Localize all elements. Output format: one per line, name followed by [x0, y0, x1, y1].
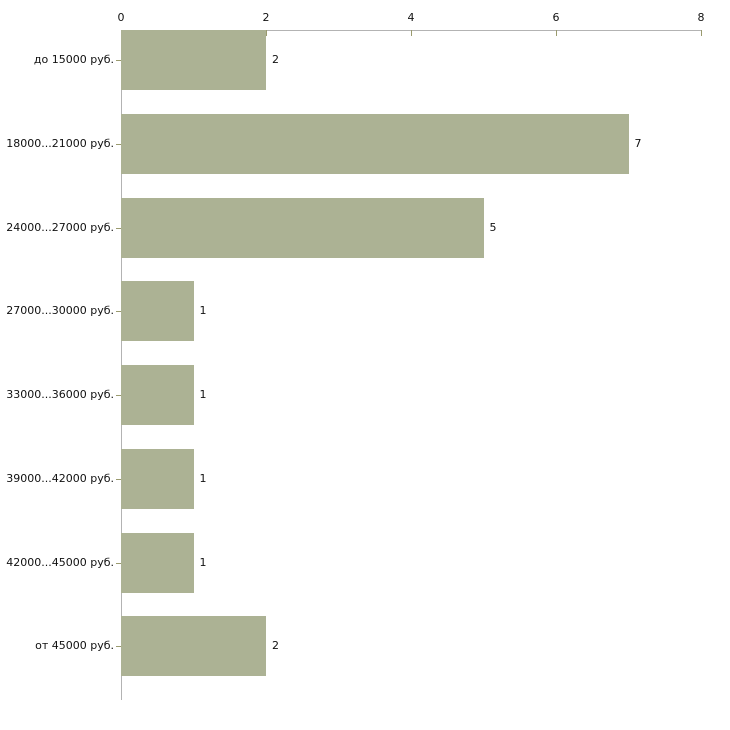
bar-row[interactable]: 2: [121, 616, 701, 677]
category-label: 33000...36000 руб.: [6, 388, 114, 401]
bar-row[interactable]: 5: [121, 197, 701, 258]
y-axis-tick: [116, 562, 121, 564]
x-axis-tick-label: 8: [697, 11, 705, 24]
category-label: 27000...30000 руб.: [6, 304, 114, 318]
bar-value-label: 1: [199, 304, 207, 318]
bar-row[interactable]: 2: [121, 30, 701, 90]
y-axis-tick: [116, 311, 121, 313]
bar-value-label: 7: [634, 136, 642, 150]
bar-value-label: 5: [489, 220, 497, 234]
category-label: от 45000 руб.: [35, 639, 114, 653]
bar[interactable]: [121, 30, 266, 90]
bar-value-label: 2: [272, 639, 279, 653]
category-label: 24000...27000 руб.: [6, 220, 114, 234]
x-axis-tick: [411, 30, 412, 36]
bar-row[interactable]: 1: [121, 532, 701, 593]
category-label: 39000...42000 руб.: [6, 471, 114, 485]
x-axis-tick-label: 6: [552, 11, 560, 24]
y-axis-tick: [116, 227, 121, 229]
category-label: 18000...21000 руб.: [6, 136, 114, 150]
bar[interactable]: [121, 365, 194, 425]
bar-row[interactable]: 1: [121, 365, 701, 425]
bar[interactable]: [121, 281, 194, 342]
y-axis-tick: [116, 60, 121, 61]
bar-value-label: 1: [199, 471, 207, 485]
y-axis-tick: [116, 143, 121, 145]
x-axis-tick-label: 4: [407, 11, 415, 24]
bar[interactable]: [121, 616, 266, 677]
category-label: 42000...45000 руб.: [6, 555, 114, 569]
x-axis-tick-label: 2: [262, 11, 270, 24]
x-axis-tick: [701, 30, 702, 36]
bar-row[interactable]: 1: [121, 281, 701, 342]
bar[interactable]: [121, 448, 194, 509]
bar[interactable]: [121, 197, 484, 258]
bar-row[interactable]: 1: [121, 448, 701, 509]
bar[interactable]: [121, 113, 629, 174]
x-axis-tick: [266, 30, 267, 36]
y-axis-tick: [116, 395, 121, 396]
bar-value-label: 2: [272, 53, 279, 66]
category-label: до 15000 руб.: [33, 53, 114, 66]
x-axis-tick-label: 0: [117, 11, 125, 24]
x-axis-tick: [556, 30, 557, 36]
y-axis-tick: [116, 478, 121, 480]
plot-area: 2 7 5 1 1 1 1 2: [121, 30, 701, 700]
y-axis-tick: [116, 646, 121, 648]
bar-value-label: 1: [199, 388, 207, 401]
bar-value-label: 1: [199, 555, 207, 569]
bar[interactable]: [121, 532, 194, 593]
bar-row[interactable]: 7: [121, 113, 701, 174]
